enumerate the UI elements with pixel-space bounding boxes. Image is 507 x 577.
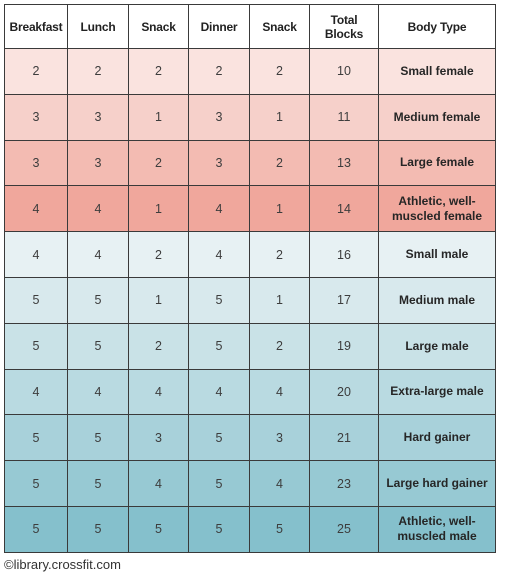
- dinner-cell: 5: [188, 414, 250, 462]
- table-row: 5 5 5 5 5 25 Athletic, well-muscled male: [4, 505, 496, 553]
- snack-2-cell: 1: [249, 276, 310, 324]
- total-blocks-cell: 16: [309, 231, 379, 278]
- dinner-cell: 5: [188, 276, 250, 324]
- breakfast-cell: 4: [4, 368, 68, 416]
- snack-1-cell: 2: [128, 48, 189, 95]
- lunch-cell: 5: [67, 460, 129, 507]
- snack-1-cell: 2: [128, 139, 189, 187]
- dinner-cell: 4: [188, 231, 250, 278]
- lunch-cell: 3: [67, 139, 129, 187]
- snack-1-cell: 3: [128, 414, 189, 462]
- snack-2-cell: 2: [249, 139, 310, 187]
- total-blocks-cell: 14: [309, 185, 379, 233]
- table-row: 4 4 1 4 1 14 Athletic, well-muscled female: [4, 185, 496, 233]
- header-body-type: Body Type: [378, 4, 496, 49]
- table-row: 5 5 2 5 2 19 Large male: [4, 322, 496, 370]
- breakfast-cell: 4: [4, 231, 68, 278]
- dinner-cell: 4: [188, 185, 250, 233]
- breakfast-cell: 2: [4, 48, 68, 95]
- table-row: 5 5 1 5 1 17 Medium male: [4, 276, 496, 324]
- table-row: 5 5 3 5 3 21 Hard gainer: [4, 414, 496, 462]
- breakfast-cell: 3: [4, 139, 68, 187]
- header-lunch: Lunch: [67, 4, 129, 49]
- snack-2-cell: 4: [249, 460, 310, 507]
- lunch-cell: 5: [67, 276, 129, 324]
- dinner-cell: 2: [188, 48, 250, 95]
- dinner-cell: 3: [188, 93, 250, 141]
- body-type-cell: Extra-large male: [378, 368, 496, 416]
- snack-2-cell: 1: [249, 93, 310, 141]
- dinner-cell: 3: [188, 139, 250, 187]
- breakfast-cell: 5: [4, 276, 68, 324]
- snack-1-cell: 2: [128, 322, 189, 370]
- body-type-cell: Small male: [378, 231, 496, 278]
- body-type-cell: Medium male: [378, 276, 496, 324]
- snack-2-cell: 1: [249, 185, 310, 233]
- table-row: 4 4 2 4 2 16 Small male: [4, 231, 496, 278]
- body-type-cell: Large female: [378, 139, 496, 187]
- snack-2-cell: 2: [249, 231, 310, 278]
- snack-1-cell: 4: [128, 460, 189, 507]
- total-blocks-cell: 23: [309, 460, 379, 507]
- body-type-cell: Large hard gainer: [378, 460, 496, 507]
- body-type-cell: Large male: [378, 322, 496, 370]
- table-row: 3 3 1 3 1 11 Medium female: [4, 93, 496, 141]
- total-blocks-cell: 11: [309, 93, 379, 141]
- snack-2-cell: 3: [249, 414, 310, 462]
- body-type-cell: Medium female: [378, 93, 496, 141]
- table-row: 4 4 4 4 4 20 Extra-large male: [4, 368, 496, 416]
- dinner-cell: 5: [188, 322, 250, 370]
- lunch-cell: 5: [67, 322, 129, 370]
- lunch-cell: 3: [67, 93, 129, 141]
- zone-blocks-table: Breakfast Lunch Snack Dinner Snack Total Bloc…: [4, 4, 496, 553]
- breakfast-cell: 5: [4, 322, 68, 370]
- lunch-cell: 5: [67, 505, 129, 553]
- table-body: 2 2 2 2 2 10 Small female 3 3 1 3 1 11 Medium female 3…: [4, 48, 496, 553]
- snack-2-cell: 2: [249, 322, 310, 370]
- body-type-cell: Small female: [378, 48, 496, 95]
- total-blocks-cell: 13: [309, 139, 379, 187]
- body-type-cell: Hard gainer: [378, 414, 496, 462]
- snack-1-cell: 1: [128, 185, 189, 233]
- table-row: 3 3 2 3 2 13 Large female: [4, 139, 496, 187]
- header-snack-1: Snack: [128, 4, 189, 49]
- header-breakfast: Breakfast: [4, 4, 68, 49]
- lunch-cell: 4: [67, 368, 129, 416]
- dinner-cell: 5: [188, 460, 250, 507]
- header-snack-2: Snack: [249, 4, 310, 49]
- snack-1-cell: 2: [128, 231, 189, 278]
- total-blocks-cell: 17: [309, 276, 379, 324]
- dinner-cell: 4: [188, 368, 250, 416]
- table-row: 5 5 4 5 4 23 Large hard gainer: [4, 460, 496, 507]
- lunch-cell: 5: [67, 414, 129, 462]
- total-blocks-cell: 25: [309, 505, 379, 553]
- snack-2-cell: 5: [249, 505, 310, 553]
- header-total-blocks: Total Blocks: [309, 4, 379, 49]
- header-dinner: Dinner: [188, 4, 250, 49]
- total-blocks-cell: 19: [309, 322, 379, 370]
- snack-1-cell: 1: [128, 276, 189, 324]
- body-type-cell: Athletic, well-muscled male: [378, 505, 496, 553]
- lunch-cell: 4: [67, 185, 129, 233]
- body-type-cell: Athletic, well-muscled female: [378, 185, 496, 233]
- snack-1-cell: 1: [128, 93, 189, 141]
- breakfast-cell: 5: [4, 414, 68, 462]
- breakfast-cell: 3: [4, 93, 68, 141]
- total-blocks-cell: 10: [309, 48, 379, 95]
- snack-2-cell: 4: [249, 368, 310, 416]
- snack-2-cell: 2: [249, 48, 310, 95]
- table-header-row: Breakfast Lunch Snack Dinner Snack Total Bloc…: [4, 4, 496, 49]
- breakfast-cell: 5: [4, 460, 68, 507]
- lunch-cell: 4: [67, 231, 129, 278]
- dinner-cell: 5: [188, 505, 250, 553]
- breakfast-cell: 5: [4, 505, 68, 553]
- snack-1-cell: 4: [128, 368, 189, 416]
- total-blocks-cell: 21: [309, 414, 379, 462]
- table-row: 2 2 2 2 2 10 Small female: [4, 48, 496, 95]
- snack-1-cell: 5: [128, 505, 189, 553]
- source-credit: ©library.crossfit.com: [4, 557, 121, 572]
- breakfast-cell: 4: [4, 185, 68, 233]
- total-blocks-cell: 20: [309, 368, 379, 416]
- lunch-cell: 2: [67, 48, 129, 95]
